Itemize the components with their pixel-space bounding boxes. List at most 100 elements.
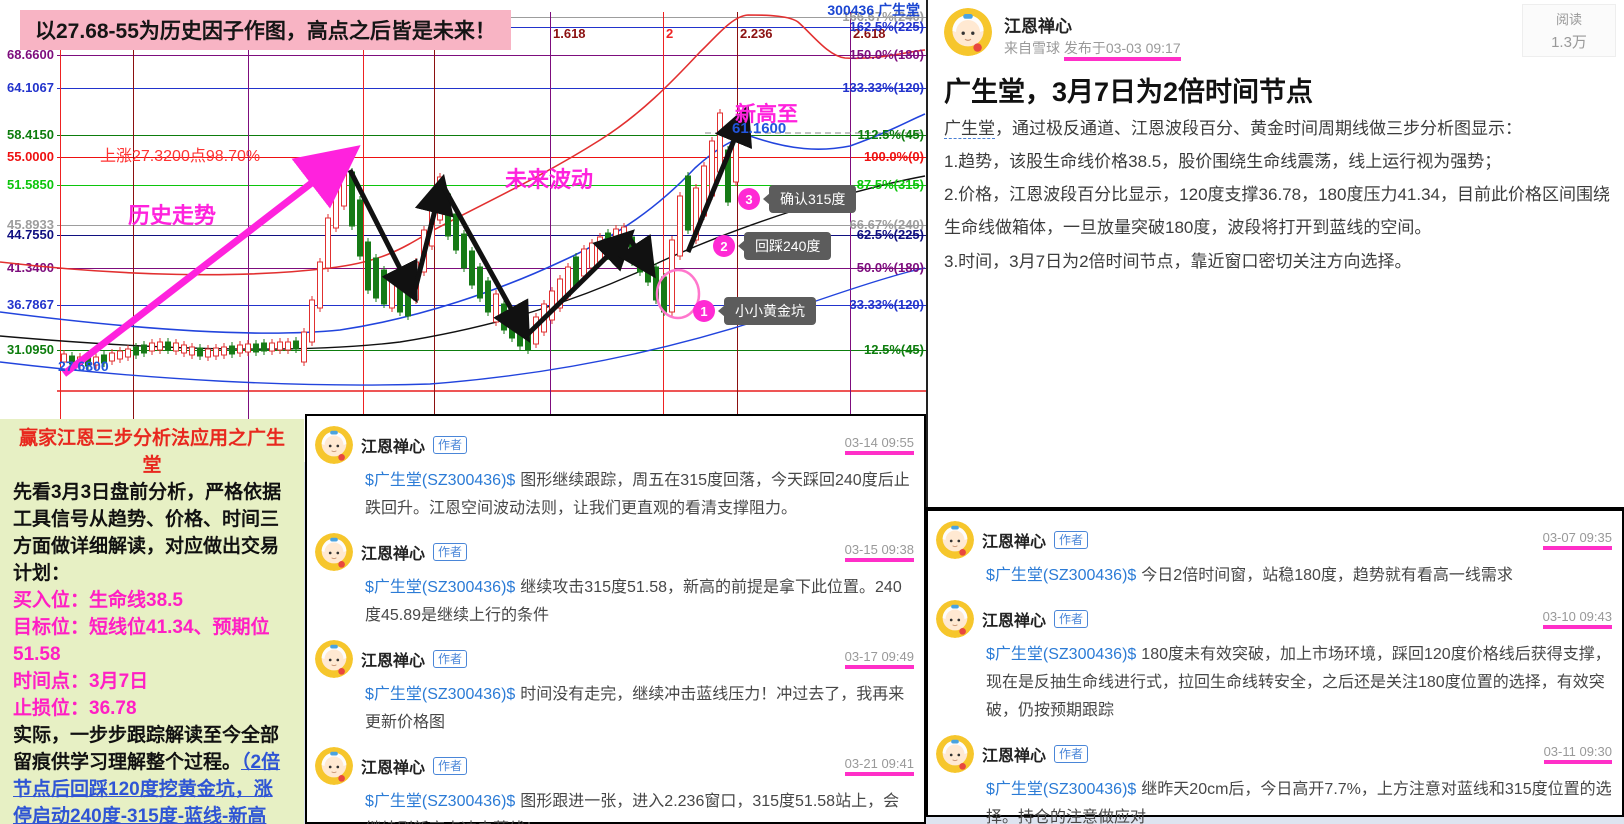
percent-label: 112.5%(45) — [857, 127, 925, 143]
percent-label: 62.5%(225) — [856, 227, 924, 243]
commenter-avatar[interactable] — [936, 521, 974, 559]
callout-golden-pit: 1 小小黄金坑 — [693, 297, 816, 325]
article-title: 广生堂，3月7日为2倍时间节点 — [944, 77, 1314, 107]
comment-text: 时间没有走完，继续冲击蓝线压力！冲过去了，我再来更新价格图 — [365, 686, 905, 731]
rise-annotation: 上涨27.3200点98.70% — [100, 148, 261, 165]
comment-time: 03-21 09:41 — [844, 756, 914, 776]
comment-text: 图形跟进一张，进入2.236窗口，315度51.58站上，会继续刷新高点冲击蓝线… — [365, 793, 900, 824]
percent-label: 100.0%(0) — [864, 149, 924, 165]
commenter-name[interactable]: 江恩禅心 — [361, 439, 426, 456]
commenter-name[interactable]: 江恩禅心 — [361, 653, 426, 670]
price-label: 31.0950 — [7, 342, 54, 358]
comment-post: 江恩禅心 作者 03-10 09:43 $广生堂(SZ300436)$ 180度未… — [936, 599, 1612, 725]
commenter-avatar[interactable] — [315, 747, 353, 785]
commenter-avatar[interactable] — [315, 640, 353, 678]
comment-text: 图形继续跟踪，周五在315度回落，今天踩回240度后止跌回升。江恩空间波动法则，… — [365, 472, 910, 517]
grid-hline — [57, 88, 926, 89]
article-point-price: 2.价格，江恩波段百分比显示，120度支撑36.78，180度压力41.34，目… — [944, 185, 1610, 238]
stock-link[interactable]: $广生堂(SZ300436)$ — [986, 646, 1137, 663]
fib-label: 1.618 — [553, 26, 586, 41]
price-label: 36.7867 — [7, 297, 54, 313]
commenter-name[interactable]: 江恩禅心 — [982, 748, 1047, 765]
comment-body: $广生堂(SZ300436)$ 180度未有效突破，加上市场环境，踩回120度价格… — [986, 641, 1612, 725]
percent-label: 87.5%(315) — [856, 177, 924, 193]
article-panel: 江恩禅心 来自雪球 发布于03-03 09:17 阅读 1.3万 广生堂，3月7… — [926, 0, 1624, 507]
commenter-avatar[interactable] — [315, 426, 353, 464]
grid-vline — [60, 12, 61, 456]
callout-number: 1 — [693, 300, 715, 322]
price-label: 58.4150 — [7, 127, 54, 143]
commenter-avatar[interactable] — [936, 735, 974, 773]
history-trend-arrow — [61, 145, 361, 377]
commenter-avatar[interactable] — [315, 533, 353, 571]
callout-number: 3 — [738, 188, 760, 210]
price-label: 45.8933 — [7, 217, 54, 233]
author-badge: 作者 — [433, 436, 468, 454]
comment-body: $广生堂(SZ300436)$ 继昨天20cm后，今日高开7.7%，上方注意对蓝线… — [986, 776, 1612, 824]
author-avatar[interactable] — [944, 8, 992, 56]
comment-post: 江恩禅心 作者 03-21 09:41 $广生堂(SZ300436)$ 图形跟进一… — [315, 746, 914, 824]
comment-post: 江恩禅心 作者 03-14 09:55 $广生堂(SZ300436)$ 图形继续跟… — [315, 425, 914, 523]
price-label: 68.6600 — [7, 47, 54, 63]
percent-label: 150.0%(180) — [849, 47, 924, 63]
history-label: 历史走势 — [128, 203, 217, 228]
commenter-name[interactable]: 江恩禅心 — [982, 613, 1047, 630]
comment-text: 今日2倍时间窗，站稳180度，趋势就有看高一线需求 — [1141, 567, 1513, 584]
grid-hline — [57, 135, 926, 136]
upper-band-curve — [0, 14, 926, 276]
author-name[interactable]: 江恩禅心 — [1004, 17, 1072, 36]
percent-label: 33.33%(120) — [849, 297, 924, 313]
grid-hline — [57, 390, 926, 392]
comment-post: 江恩禅心 作者 03-17 09:49 $广生堂(SZ300436)$ 时间没有走… — [315, 639, 914, 737]
grid-vline — [850, 12, 851, 456]
stock-link[interactable]: $广生堂(SZ300436)$ — [365, 793, 516, 810]
commenter-name[interactable]: 江恩禅心 — [361, 546, 426, 563]
comment-body: $广生堂(SZ300436)$ 图形跟进一张，进入2.236窗口，315度51.5… — [365, 788, 914, 824]
future-wave-arrows — [347, 104, 753, 343]
author-badge: 作者 — [1054, 610, 1089, 628]
author-badge: 作者 — [433, 757, 468, 775]
grid-vline — [663, 12, 664, 456]
comment-post: 江恩禅心 作者 03-15 09:38 $广生堂(SZ300436)$ 继续攻击3… — [315, 532, 914, 630]
percent-label: 166.67%(240) — [842, 9, 924, 25]
plan-stop: 止损位：36.78 — [13, 698, 137, 719]
price-label: 55.0000 — [7, 149, 54, 165]
stock-name-link[interactable]: 广生堂 — [944, 119, 995, 139]
post-source: 来自雪球 — [1004, 40, 1060, 56]
commenter-name[interactable]: 江恩禅心 — [361, 760, 426, 777]
comment-post: 江恩禅心 作者 03-07 09:35 $广生堂(SZ300436)$ 今日2倍时… — [936, 520, 1612, 590]
stock-link[interactable]: $广生堂(SZ300436)$ — [986, 781, 1137, 798]
golden-pit-ellipse — [655, 268, 701, 320]
commenter-avatar[interactable] — [936, 600, 974, 638]
candlestick-chart — [0, 14, 926, 386]
commenter-name[interactable]: 江恩禅心 — [982, 534, 1047, 551]
comment-body: $广生堂(SZ300436)$ 今日2倍时间窗，站稳180度，趋势就有看高一线需求 — [986, 562, 1612, 590]
percent-label: 50.0%(180) — [856, 260, 924, 276]
stock-link[interactable]: $广生堂(SZ300436)$ — [986, 567, 1137, 584]
post-meta-line: 来自雪球 发布于03-03 09:17 — [1004, 38, 1181, 61]
grid-hline — [57, 305, 926, 306]
comments-panel-right: 江恩禅心 作者 03-07 09:35 $广生堂(SZ300436)$ 今日2倍时… — [926, 507, 1624, 824]
chart-banner: 以27.68-55为历史因子作图，高点之后皆是未来！ — [20, 10, 511, 50]
price-label: 64.1067 — [7, 80, 54, 96]
grid-hline — [57, 55, 926, 56]
comment-body: $广生堂(SZ300436)$ 图形继续跟踪，周五在315度回落，今天踩回240度… — [365, 467, 914, 523]
comment-time: 03-14 09:55 — [844, 435, 914, 455]
stock-link[interactable]: $广生堂(SZ300436)$ — [365, 579, 516, 596]
plan-buy: 买入位：生命线38.5 — [13, 590, 183, 611]
stock-link[interactable]: $广生堂(SZ300436)$ — [365, 472, 516, 489]
author-badge: 作者 — [1054, 745, 1089, 763]
grid-hline — [57, 235, 926, 236]
grid-vline — [737, 12, 738, 456]
article-point-time: 3.时间，3月7日为2倍时间节点，靠近窗口密切关注方向选择。 — [944, 251, 1412, 271]
future-label: 未来波动 — [505, 167, 594, 192]
lower-band-curve — [0, 267, 926, 386]
grid-hline — [57, 157, 926, 158]
comment-time: 03-11 09:30 — [1543, 744, 1612, 764]
percent-label: 66.67%(240) — [849, 217, 924, 233]
author-badge: 作者 — [1054, 531, 1089, 549]
article-point-trend: 1.趋势，该股生命线价格38.5，股价围绕生命线震荡，线上运行视为强势； — [944, 152, 1502, 172]
price-label: 51.5850 — [7, 177, 54, 193]
stock-link[interactable]: $广生堂(SZ300436)$ — [365, 686, 516, 703]
